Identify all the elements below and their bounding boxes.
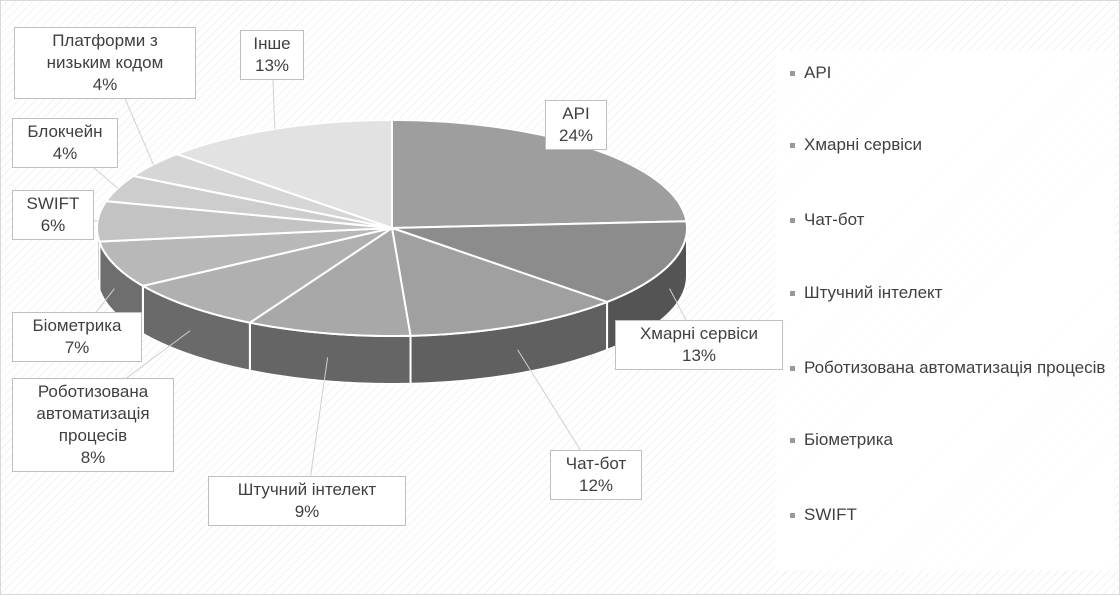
label-category: Хмарні сервіси <box>639 324 759 343</box>
slice <box>390 226 610 337</box>
legend-label: API <box>804 63 832 82</box>
data-label: Інше 13% <box>240 30 304 80</box>
label-value: 7% <box>64 338 90 357</box>
slice <box>95 200 393 243</box>
label-category: Чат-бот <box>565 454 627 473</box>
label-category: Біометрика <box>32 316 122 335</box>
label-value: 9% <box>294 502 320 521</box>
label-value: 24% <box>558 126 594 145</box>
data-label: SWIFT 6% <box>12 190 94 240</box>
legend-label: Штучний інтелект <box>804 283 943 302</box>
legend-label: Чат-бот <box>804 210 865 229</box>
label-category: SWIFT <box>26 194 80 213</box>
legend-marker <box>790 513 795 518</box>
legend-label: SWIFT <box>804 505 857 524</box>
slice <box>247 226 412 337</box>
legend-marker <box>790 143 795 148</box>
legend-marker <box>790 71 795 76</box>
data-label: API 24% <box>545 100 607 150</box>
data-label: Хмарні сервіси 13% <box>615 320 783 370</box>
slice <box>104 174 393 229</box>
label-value: 12% <box>578 476 614 495</box>
legend-marker <box>790 218 795 223</box>
legend-area <box>775 50 1115 570</box>
legend-entry: Чат-бот <box>790 208 1110 232</box>
legend-marker <box>790 366 795 371</box>
slice <box>140 227 393 324</box>
slice <box>174 118 393 230</box>
slice <box>391 220 688 303</box>
legend-marker <box>790 291 795 296</box>
label-category: Блокчейн <box>27 122 103 141</box>
data-label: Платформи з низьким кодом 4% <box>14 27 196 99</box>
legend-entry: Хмарні сервіси <box>790 133 1110 157</box>
data-label: Блокчейн 4% <box>12 118 118 168</box>
legend-entry: Роботизована автоматизація процесів <box>790 356 1110 380</box>
legend-entry: Біометрика <box>790 428 1110 452</box>
label-category: Платформи з низьким кодом <box>46 31 164 72</box>
legend-entry: Штучний інтелект <box>790 281 1110 305</box>
legend-entry: API <box>790 61 1110 85</box>
label-value: 4% <box>52 144 78 163</box>
legend-label: Біометрика <box>804 430 893 449</box>
slice <box>97 227 393 287</box>
data-label: Штучний інтелект 9% <box>208 476 406 526</box>
label-value: 8% <box>80 448 106 467</box>
label-value: 6% <box>40 216 66 235</box>
legend-marker <box>790 438 795 443</box>
label-value: 13% <box>681 346 717 365</box>
label-category: API <box>562 104 590 123</box>
label-category: Штучний інтелект <box>237 480 377 499</box>
label-category: Роботизована автоматизація процесів <box>36 382 150 445</box>
data-label: Біометрика 7% <box>12 312 142 362</box>
label-category: Інше <box>253 34 291 53</box>
data-label: Чат-бот 12% <box>550 450 642 500</box>
label-value: 4% <box>92 75 118 94</box>
data-label: Роботизована автоматизація процесів 8% <box>12 378 174 472</box>
legend-label: Хмарні сервіси <box>804 135 923 154</box>
legend-entry: SWIFT <box>790 503 1110 527</box>
label-value: 13% <box>254 56 290 75</box>
legend-label: Роботизована автоматизація процесів <box>804 358 1106 377</box>
